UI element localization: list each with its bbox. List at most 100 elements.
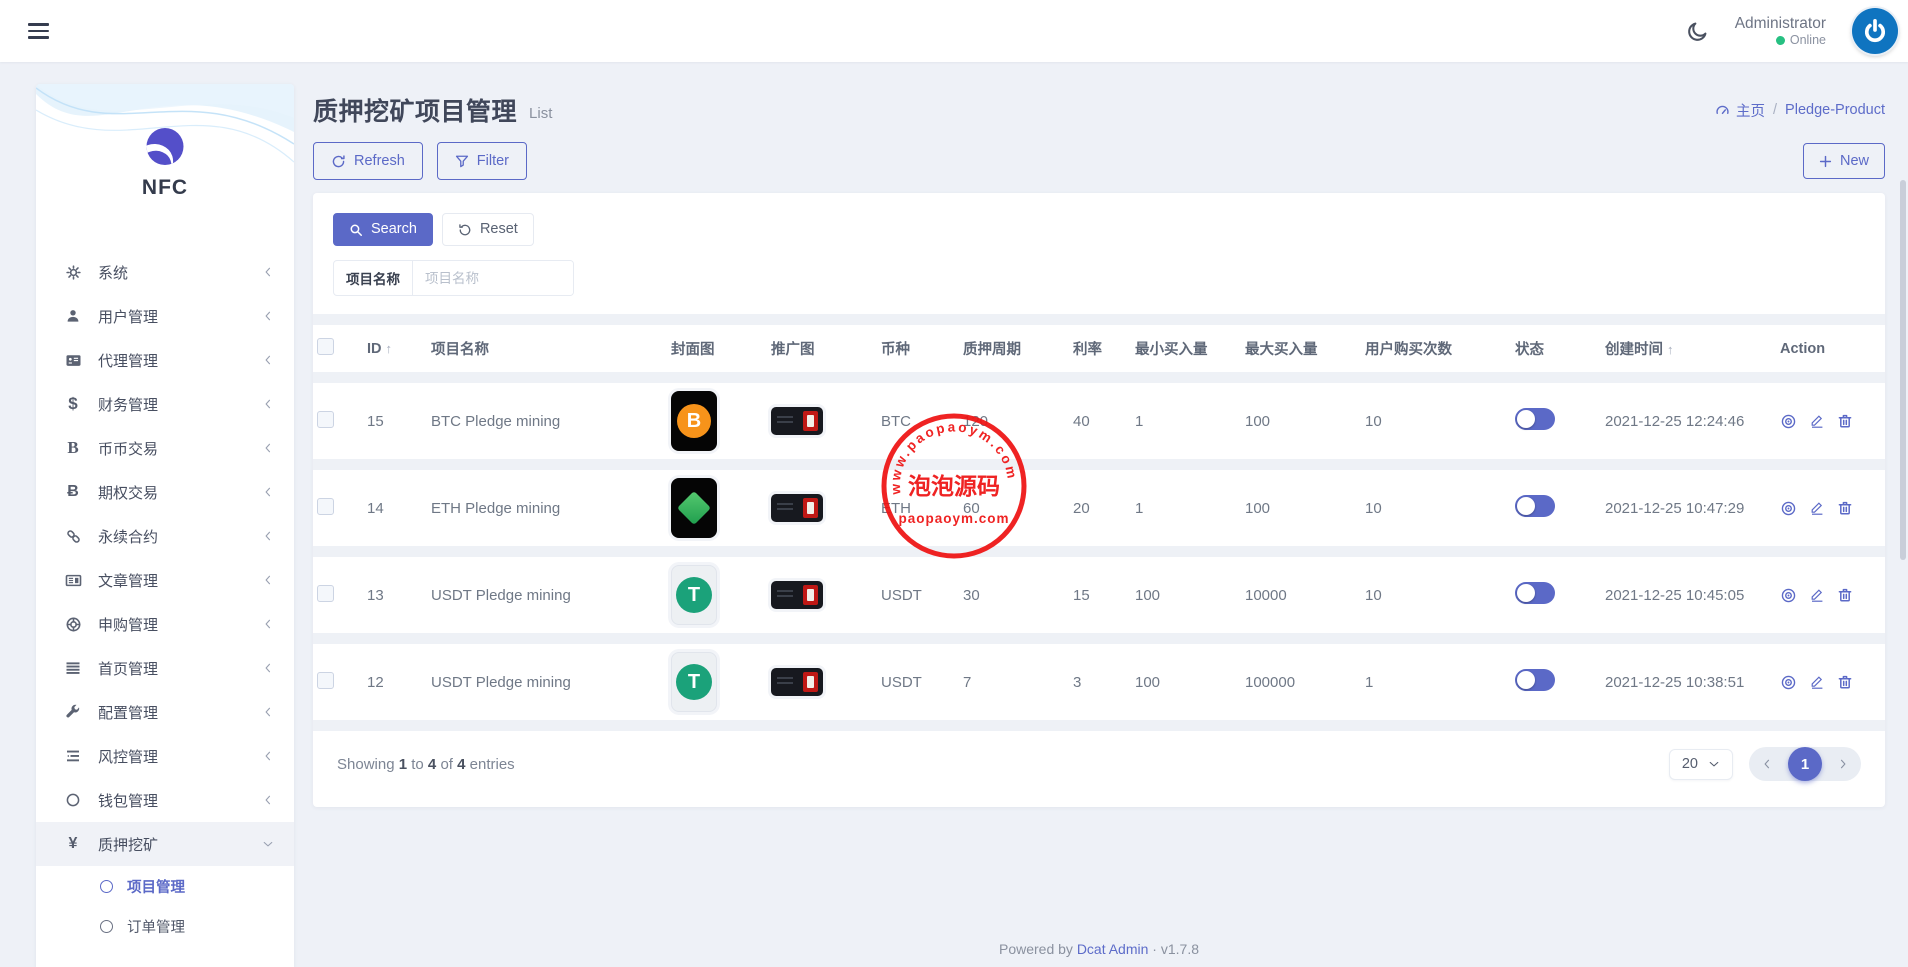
sidebar-item-options-trade[interactable]: Ƀ 期权交易 [36, 470, 294, 514]
indent-icon [62, 748, 84, 764]
sidebar-item-finance-management[interactable]: $ 财务管理 [36, 382, 294, 426]
sidebar-item-article-management[interactable]: 文章管理 [36, 558, 294, 602]
row-checkbox[interactable] [317, 671, 334, 689]
prev-page-button[interactable] [1754, 758, 1780, 770]
sidebar-item-config-management[interactable]: 配置管理 [36, 690, 294, 734]
column-header-Action: Action [1776, 325, 1885, 372]
user-menu[interactable]: Administrator Online [1735, 14, 1826, 49]
trash-icon[interactable] [1837, 587, 1853, 603]
chevron-left-icon [262, 662, 274, 674]
user-icon [62, 308, 84, 324]
cell-pledge-period: 120 [959, 383, 1069, 459]
filter-button[interactable]: Filter [436, 142, 528, 180]
chevron-left-icon [262, 398, 274, 410]
dcat-admin-link[interactable]: Dcat Admin [1076, 941, 1149, 957]
sidebar-item-agent-management[interactable]: 代理管理 [36, 338, 294, 382]
cell-buy-times: 10 [1361, 383, 1511, 459]
row-checkbox[interactable] [317, 497, 334, 515]
promo-thumbnail[interactable] [771, 668, 823, 696]
sidebar-item-system[interactable]: 系统 [36, 250, 294, 294]
sidebar-item-spot-trade[interactable]: B 币币交易 [36, 426, 294, 470]
sort-arrow-icon[interactable]: ↑ [1667, 342, 1674, 357]
circle-icon [100, 879, 113, 893]
view-icon[interactable] [1780, 413, 1797, 430]
cell-status [1511, 557, 1601, 633]
cell-id: 14 [363, 470, 427, 546]
select-all-checkbox[interactable] [317, 338, 334, 355]
sidebar-subitem-label: 项目管理 [127, 879, 185, 896]
vertical-scrollbar[interactable] [1900, 180, 1906, 560]
sidebar-item-pledge-mining[interactable]: ¥ 质押挖矿 [36, 822, 294, 866]
main-content: 质押挖矿项目管理 List 主页 / Pledge-Product Refres… [313, 62, 1885, 807]
breadcrumb-home-link[interactable]: 主页 [1715, 100, 1765, 121]
sort-arrow-icon[interactable]: ↑ [385, 340, 393, 356]
view-icon[interactable] [1780, 500, 1797, 517]
cell-project-name: ETH Pledge mining [427, 470, 667, 546]
column-header-状态: 状态 [1511, 325, 1601, 372]
row-checkbox[interactable] [317, 584, 334, 602]
top-navbar: Administrator Online [0, 0, 1908, 62]
edit-icon[interactable] [1809, 500, 1825, 516]
column-header-创建时间[interactable]: 创建时间 ↑ [1601, 325, 1776, 372]
next-page-button[interactable] [1830, 758, 1856, 770]
project-name-input[interactable] [413, 261, 573, 295]
trash-icon[interactable] [1837, 500, 1853, 516]
sidebar-item-label: 风控管理 [98, 748, 159, 766]
edit-icon[interactable] [1809, 674, 1825, 690]
status-toggle[interactable] [1515, 408, 1555, 430]
search-button[interactable]: Search [333, 213, 433, 246]
reset-icon [458, 223, 472, 237]
cover-thumbnail[interactable]: B [671, 391, 717, 451]
refresh-button[interactable]: Refresh [313, 142, 423, 180]
new-button[interactable]: New [1802, 143, 1885, 179]
dollar-icon: $ [68, 394, 78, 413]
column-header-利率: 利率 [1069, 325, 1131, 372]
sidebar-item-label: 财务管理 [98, 396, 159, 414]
cover-thumbnail[interactable]: T [671, 652, 717, 712]
sidebar-item-subscription-management[interactable]: 申购管理 [36, 602, 294, 646]
view-icon[interactable] [1780, 674, 1797, 691]
status-toggle[interactable] [1515, 495, 1555, 517]
table-row: 14 ETH Pledge mining ETH 60 20 1 100 10 2021-12-… [313, 470, 1885, 546]
sidebar-item-homepage-management[interactable]: 首页管理 [36, 646, 294, 690]
status-toggle[interactable] [1515, 582, 1555, 604]
per-page-select[interactable]: 20 [1668, 748, 1733, 780]
cell-id: 13 [363, 557, 427, 633]
sidebar-item-label: 系统 [98, 264, 129, 282]
promo-thumbnail[interactable] [771, 581, 823, 609]
cell-rate: 3 [1069, 644, 1131, 720]
sidebar-item-user-management[interactable]: 用户管理 [36, 294, 294, 338]
cell-id: 15 [363, 383, 427, 459]
page-1-button[interactable]: 1 [1788, 747, 1822, 781]
trash-icon[interactable] [1837, 413, 1853, 429]
sidebar-toggle-icon[interactable] [22, 17, 55, 45]
row-actions [1780, 413, 1881, 430]
edit-icon[interactable] [1809, 587, 1825, 603]
column-header-ID[interactable]: ID ↑ [363, 325, 427, 372]
sidebar-subitem-pledge-orders[interactable]: 订单管理 [36, 906, 294, 946]
table-wrapper: ID ↑ 项目名称 封面图 推广图 币种 质押周期 利率 最小买入量 最大买入量 用户购买次数 状态创… [313, 314, 1885, 731]
cover-thumbnail[interactable]: T [671, 565, 717, 625]
table-header-row: ID ↑ 项目名称 封面图 推广图 币种 质押周期 利率 最小买入量 最大买入量 用户购买次数 状态创… [313, 325, 1885, 372]
reset-button[interactable]: Reset [441, 213, 534, 246]
edit-icon[interactable] [1809, 413, 1825, 429]
cell-buy-times: 1 [1361, 644, 1511, 720]
sidebar-item-risk-management[interactable]: 风控管理 [36, 734, 294, 778]
trash-icon[interactable] [1837, 674, 1853, 690]
sidebar-header: NFC [36, 84, 294, 214]
cover-thumbnail[interactable] [671, 478, 717, 538]
sidebar-item-perpetual-contract[interactable]: 永续合约 [36, 514, 294, 558]
avatar[interactable] [1852, 8, 1898, 54]
dark-mode-moon-icon[interactable] [1687, 20, 1709, 42]
promo-thumbnail[interactable] [771, 494, 823, 522]
row-checkbox[interactable] [317, 410, 334, 428]
sidebar-subitem-pledge-projects[interactable]: 项目管理 [36, 866, 294, 906]
status-toggle[interactable] [1515, 669, 1555, 691]
promo-thumbnail[interactable] [771, 407, 823, 435]
sidebar-item-label: 申购管理 [98, 616, 159, 634]
view-icon[interactable] [1780, 587, 1797, 604]
cell-rate: 15 [1069, 557, 1131, 633]
cell-actions [1776, 383, 1885, 459]
sidebar-item-wallet-management[interactable]: 钱包管理 [36, 778, 294, 822]
chevron-left-icon [262, 530, 274, 542]
